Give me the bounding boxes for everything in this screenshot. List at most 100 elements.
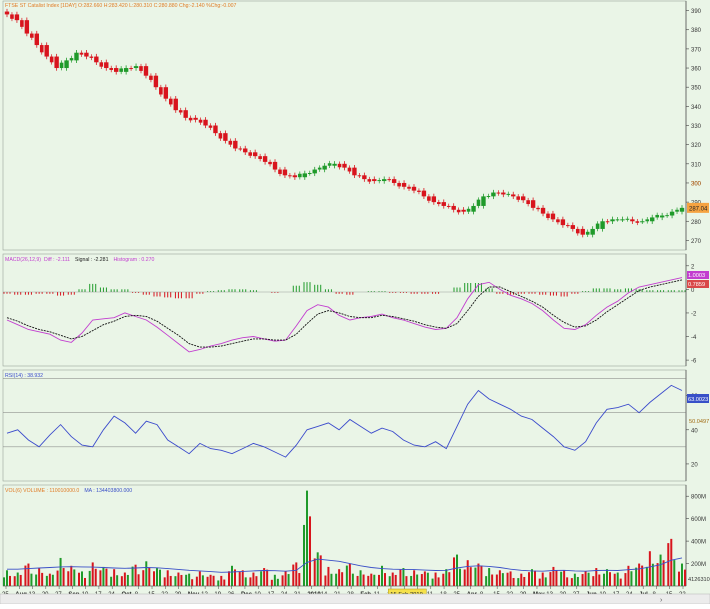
price-candle-body: [427, 196, 431, 201]
volume-bar: [635, 567, 638, 586]
volume-bar: [384, 573, 386, 586]
volume-bar: [19, 574, 22, 586]
horizontal-scrollbar[interactable]: [0, 593, 710, 605]
price-ytick-label: 280: [691, 220, 702, 226]
volume-bar: [549, 572, 552, 586]
volume-bar: [638, 563, 641, 586]
price-candle-body: [560, 219, 566, 226]
price-candle-body: [153, 75, 159, 88]
volume-bar: [113, 569, 116, 586]
volume-bar: [362, 574, 365, 586]
price-candle-body: [352, 167, 357, 176]
volume-bar: [231, 565, 233, 586]
volume-bar: [27, 563, 30, 586]
volume-bar: [555, 570, 558, 586]
volume-bar: [512, 577, 515, 586]
volume-bar: [99, 570, 102, 586]
price-candle-body: [218, 133, 223, 139]
volume-bar: [84, 577, 86, 586]
volume-bar: [220, 575, 223, 586]
volume-bar: [51, 574, 54, 586]
volume-ytick-label: 800M: [691, 495, 706, 501]
volume-legend: VOL(6) VOLUME : 110010000.0 MA : 13440380…: [5, 488, 132, 494]
price-candle-body: [119, 68, 123, 72]
price-candle-body: [362, 175, 367, 180]
volume-bar: [295, 562, 298, 586]
volume-bar: [35, 574, 38, 586]
price-candle-body: [113, 68, 119, 72]
volume-bar: [177, 572, 180, 586]
volume-bar: [166, 570, 169, 586]
volume-bar: [673, 560, 676, 586]
volume-bar: [641, 565, 644, 586]
volume-bar: [359, 570, 362, 586]
volume-bar: [206, 576, 209, 586]
price-candle-body: [655, 214, 659, 218]
volume-bar: [153, 571, 155, 586]
price-candle-body: [193, 117, 198, 120]
price-ytick-label: 320: [691, 143, 702, 149]
volume-bar: [38, 568, 41, 586]
volume-bar: [541, 572, 544, 586]
panel-rsi: [2, 369, 687, 482]
volume-bar: [91, 562, 94, 586]
price-candle-body: [520, 196, 526, 201]
price-candle-body: [74, 52, 79, 61]
volume-bar: [495, 574, 498, 586]
price-candle-body: [238, 148, 243, 150]
rsi-line: [6, 384, 683, 458]
price-candle-body: [163, 87, 169, 99]
price-candle-body: [411, 186, 417, 191]
price-candle-body: [675, 209, 679, 212]
price-candle-body: [143, 66, 149, 76]
price-candle-body: [332, 163, 337, 166]
volume-bar: [509, 571, 512, 586]
scroll-right-arrow-icon[interactable]: ›: [660, 597, 663, 604]
last-price-badge: [687, 202, 709, 213]
price-candle-body: [382, 179, 387, 182]
macd-ytick-label: -6: [691, 359, 697, 365]
price-candle-body: [501, 192, 506, 195]
volume-bar: [662, 560, 665, 586]
volume-bar: [573, 573, 576, 586]
price-candle-body: [625, 218, 630, 220]
macd-ytick-label: 0: [691, 288, 695, 294]
volume-bar: [88, 570, 91, 586]
price-candle-body: [262, 156, 268, 162]
volume-bar: [324, 575, 327, 586]
volume-bar: [531, 569, 533, 586]
volume-bar: [681, 563, 683, 586]
rsi-ytick-label: 20: [691, 462, 698, 468]
volume-bar: [576, 576, 579, 586]
volume-bar: [587, 572, 590, 586]
price-candle-body: [14, 14, 20, 21]
volume-bar: [624, 573, 627, 586]
price-candle-body: [278, 169, 282, 174]
volume-bar: [9, 575, 11, 586]
price-candle-body: [620, 219, 625, 221]
price-candle-body: [149, 75, 153, 80]
price-candle-body: [89, 56, 94, 58]
volume-bar: [70, 565, 73, 586]
volume-bar: [126, 574, 129, 586]
volume-bar: [616, 572, 619, 586]
volume-bar: [598, 574, 601, 586]
volume-bar: [59, 557, 62, 586]
volume-bar: [195, 576, 198, 586]
volume-bar: [188, 573, 191, 586]
price-candle-body: [188, 117, 193, 121]
volume-bar: [566, 577, 569, 586]
price-candle-body: [481, 196, 486, 206]
volume-bar: [351, 573, 354, 586]
price-candle-body: [228, 140, 233, 145]
price-candle-body: [556, 219, 560, 223]
price-candle-body: [451, 205, 456, 210]
price-candle-body: [397, 182, 401, 187]
volume-bar: [116, 575, 119, 586]
panel-vol: [2, 484, 687, 587]
volume-ytick-label: 400M: [691, 540, 706, 546]
price-candle-body: [387, 179, 391, 181]
price-candle-body: [585, 231, 590, 235]
price-candle-body: [54, 56, 59, 69]
